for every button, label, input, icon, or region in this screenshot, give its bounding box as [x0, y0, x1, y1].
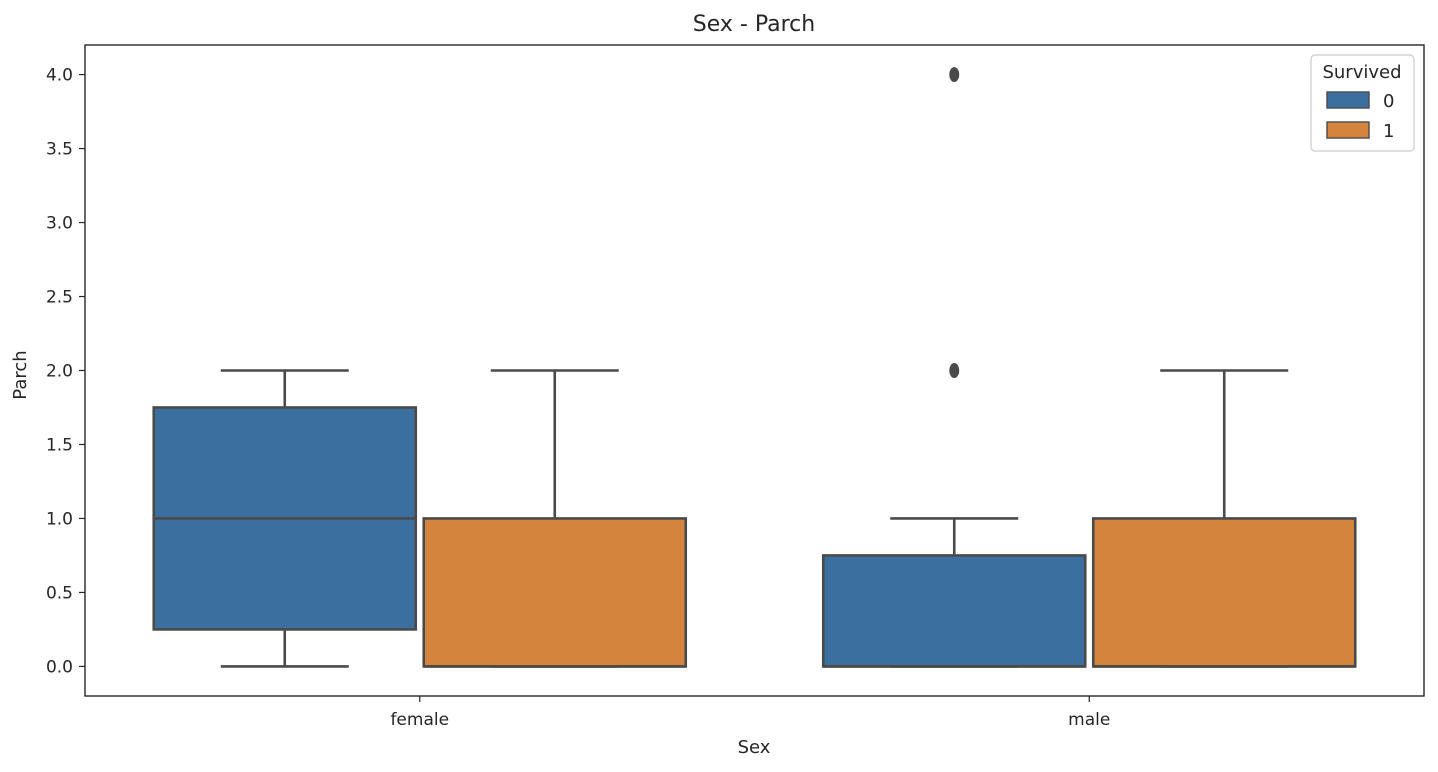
- y-tick-label: 1.0: [46, 509, 73, 529]
- legend-swatch: [1326, 91, 1370, 109]
- y-tick-label: 3.5: [46, 140, 73, 160]
- box-female-survived-1: [422, 369, 688, 668]
- x-tick-label: female: [390, 710, 449, 730]
- legend: Survived 0 1: [1310, 54, 1415, 152]
- y-tick-label: 0.0: [46, 657, 73, 677]
- plot-area: [152, 67, 1357, 668]
- outlier-point: [949, 363, 960, 378]
- legend-swatch: [1326, 121, 1370, 139]
- y-tick-label: 1.5: [46, 435, 73, 455]
- box-body: [422, 517, 688, 668]
- y-tick-label: 3.0: [46, 214, 73, 234]
- y-tick-label: 0.5: [46, 583, 73, 603]
- legend-label: 0: [1383, 91, 1394, 112]
- box-body: [821, 554, 1087, 668]
- outlier-point: [949, 67, 960, 83]
- chart-title: Sex - Parch: [693, 12, 815, 37]
- box-body: [1091, 517, 1357, 668]
- legend-label: 1: [1383, 121, 1394, 142]
- x-tick-label: male: [1068, 710, 1110, 730]
- box-male-survived-1: [1091, 369, 1357, 668]
- box-male-survived-0: [821, 67, 1087, 668]
- y-tick-label: 2.5: [46, 288, 73, 308]
- x-axis-label: Sex: [738, 737, 771, 758]
- y-tick-label: 4.0: [46, 66, 73, 86]
- y-axis: 0.0 0.5 1.0 1.5 2.0 2.5 3.0 3.5 4.0: [46, 66, 85, 677]
- box-female-survived-0: [152, 369, 418, 668]
- y-axis-label: Parch: [10, 350, 31, 399]
- x-axis: female male: [390, 696, 1110, 730]
- legend-title: Survived: [1322, 62, 1401, 83]
- y-tick-label: 2.0: [46, 362, 73, 382]
